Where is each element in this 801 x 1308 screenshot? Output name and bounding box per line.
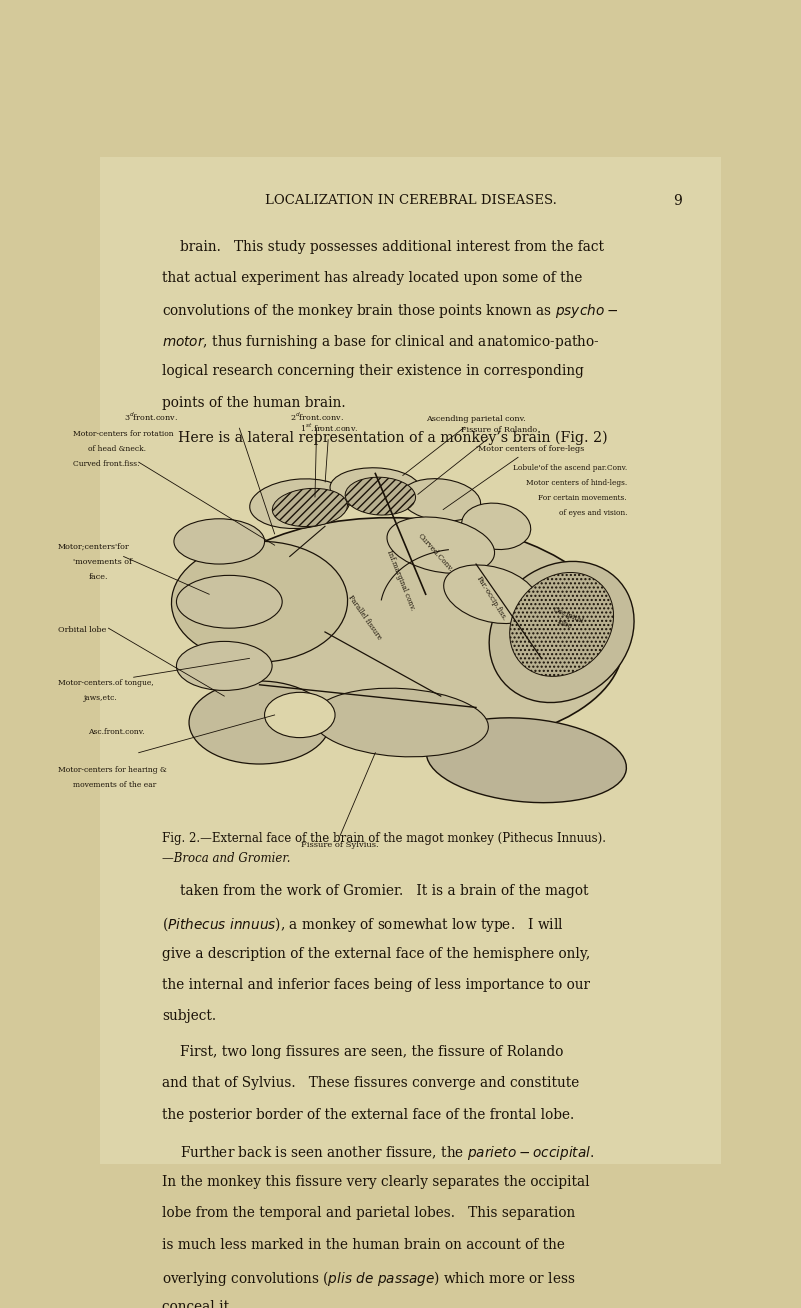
Text: 3$^{d}$front.conv.: 3$^{d}$front.conv. <box>123 411 178 422</box>
Ellipse shape <box>489 561 634 702</box>
Text: the internal and inferior faces being of less importance to our: the internal and inferior faces being of… <box>162 978 590 991</box>
Text: points of the human brain.: points of the human brain. <box>162 395 346 409</box>
Text: Motor centers of hind-legs.: Motor centers of hind-legs. <box>525 479 627 487</box>
Text: of eyes and vision.: of eyes and vision. <box>558 509 627 517</box>
Text: Inf.marginal conv.: Inf.marginal conv. <box>384 549 417 611</box>
Text: Motor;centers'for: Motor;centers'for <box>58 543 130 551</box>
Ellipse shape <box>272 488 348 527</box>
Ellipse shape <box>250 479 350 528</box>
Ellipse shape <box>444 565 538 624</box>
Text: is much less marked in the human brain on account of the: is much less marked in the human brain o… <box>162 1237 565 1252</box>
Text: Curved front.fiss.: Curved front.fiss. <box>73 460 139 468</box>
Ellipse shape <box>171 542 348 662</box>
Text: Fissure of Rolando: Fissure of Rolando <box>418 426 537 494</box>
Text: and that of Sylvius.   These fissures converge and constitute: and that of Sylvius. These fissures conv… <box>162 1076 579 1091</box>
Text: For certain movements.: For certain movements. <box>538 494 627 502</box>
Text: subject.: subject. <box>162 1008 216 1023</box>
Ellipse shape <box>189 681 330 764</box>
Text: Further back is seen another fissure, the $\it{parieto-occipital.}$: Further back is seen another fissure, th… <box>179 1144 594 1162</box>
FancyBboxPatch shape <box>100 157 721 1164</box>
Text: —Broca and Gromier.: —Broca and Gromier. <box>162 852 291 865</box>
Text: 'Motor centers of fore-legs: 'Motor centers of fore-legs <box>443 445 584 510</box>
Text: of head &neck.: of head &neck. <box>88 445 147 453</box>
Text: logical research concerning their existence in corresponding: logical research concerning their existe… <box>162 365 584 378</box>
Text: the posterior border of the external face of the frontal lobe.: the posterior border of the external fac… <box>162 1108 574 1122</box>
Text: lobe from the temporal and parietal lobes.   This separation: lobe from the temporal and parietal lobe… <box>162 1206 575 1220</box>
Text: Ascending parietal conv.: Ascending parietal conv. <box>403 415 525 476</box>
Text: ($\it{Pithecus\ innuus}$), a monkey of somewhat low type.   I will: ($\it{Pithecus\ innuus}$), a monkey of s… <box>162 916 564 934</box>
Ellipse shape <box>509 573 614 676</box>
Ellipse shape <box>264 692 335 738</box>
Text: 9: 9 <box>673 194 682 208</box>
Text: Curved.Conv.: Curved.Conv. <box>417 532 455 574</box>
Ellipse shape <box>345 477 416 515</box>
Ellipse shape <box>176 641 272 691</box>
Text: First, two long fissures are seen, the fissure of Rolando: First, two long fissures are seen, the f… <box>179 1045 563 1059</box>
Text: conceal it.: conceal it. <box>162 1300 234 1308</box>
Text: Motor-centers for hearing &: Motor-centers for hearing & <box>58 765 167 773</box>
Text: LOCALIZATION IN CEREBRAL DISEASES.: LOCALIZATION IN CEREBRAL DISEASES. <box>264 194 557 207</box>
Text: movements of the ear: movements of the ear <box>73 781 156 789</box>
Text: Lobule'of the ascend par.Conv.: Lobule'of the ascend par.Conv. <box>513 464 627 472</box>
Ellipse shape <box>198 518 623 747</box>
Ellipse shape <box>401 479 481 521</box>
Text: $\it{motor}$, thus furnishing a base for clinical and anatomico-patho-: $\it{motor}$, thus furnishing a base for… <box>162 334 600 352</box>
Text: Here is a lateral representation of a monkey’s brain (Fig. 2): Here is a lateral representation of a mo… <box>178 430 607 445</box>
Ellipse shape <box>176 576 282 628</box>
Text: 2$^{d}$front.conv.: 2$^{d}$front.conv. <box>290 411 344 497</box>
Text: Motor-centers for rotation: Motor-centers for rotation <box>73 430 174 438</box>
Text: Occipital
lobe: Occipital lobe <box>548 606 585 634</box>
Text: convolutions of the monkey brain those points known as $\it{psycho-}$: convolutions of the monkey brain those p… <box>162 302 618 320</box>
Text: brain.   This study possesses additional interest from the fact: brain. This study possesses additional i… <box>179 239 604 254</box>
Text: jaws,etc.: jaws,etc. <box>83 693 117 702</box>
Text: face.: face. <box>88 573 108 581</box>
Text: Fissure of Sylvius.: Fissure of Sylvius. <box>301 841 379 849</box>
Ellipse shape <box>461 504 531 549</box>
Text: 'movements of: 'movements of <box>73 559 132 566</box>
Ellipse shape <box>330 468 421 509</box>
Ellipse shape <box>387 517 494 573</box>
Text: Asc.front.conv.: Asc.front.conv. <box>88 727 145 736</box>
Ellipse shape <box>174 519 264 564</box>
Text: Par.-occip.fiss.: Par.-occip.fiss. <box>474 576 508 623</box>
Text: that actual experiment has already located upon some of the: that actual experiment has already locat… <box>162 271 582 285</box>
Text: give a description of the external face of the hemisphere only,: give a description of the external face … <box>162 947 590 960</box>
Text: Orbital lobe: Orbital lobe <box>58 627 107 634</box>
Text: In the monkey this fissure very clearly separates the occipital: In the monkey this fissure very clearly … <box>162 1175 590 1189</box>
Text: overlying convolutions ($\it{plis\ de\ passage}$) which more or less: overlying convolutions ($\it{plis\ de\ p… <box>162 1269 576 1288</box>
Ellipse shape <box>312 688 489 757</box>
Text: Fig. 2.—External face of the brain of the magot monkey (Pithecus Innuus).: Fig. 2.—External face of the brain of th… <box>162 832 606 845</box>
Ellipse shape <box>426 718 626 803</box>
Text: taken from the work of Gromier.   It is a brain of the magot: taken from the work of Gromier. It is a … <box>179 884 588 899</box>
Text: Parallel fissure: Parallel fissure <box>347 594 384 641</box>
Text: 1$^{st}$.front.conv.: 1$^{st}$.front.conv. <box>300 421 358 483</box>
Text: Motor-centers.of tongue,: Motor-centers.of tongue, <box>58 679 154 687</box>
